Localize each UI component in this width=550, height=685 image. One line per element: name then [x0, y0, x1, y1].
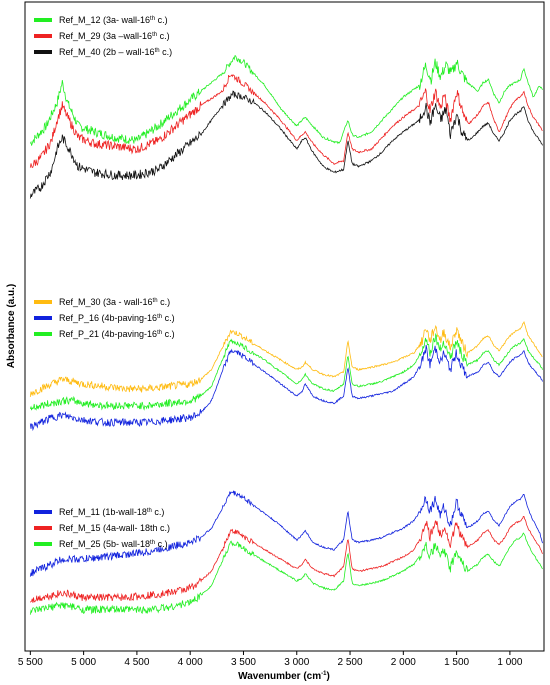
legend-label-p21: Ref_P_21 (4b-paving-16th c.) — [59, 329, 175, 339]
series-line-p21 — [29, 332, 543, 411]
x-tick-label: 5 000 — [71, 657, 96, 668]
x-axis-ticks: 5 500 5 000 4 500 4 000 3 500 3 000 2 500 2 000… — [18, 651, 523, 668]
legend-layer: Ref_M_12 (3a- wall-16th c.) Ref_M_29 (3a … — [34, 15, 175, 549]
x-tick-label: 2 500 — [338, 657, 363, 668]
y-axis-title: Absorbance (a.u.) — [6, 284, 17, 368]
legend-label-m12: Ref_M_12 (3a- wall-16th c.) — [59, 15, 168, 25]
series-line-m29 — [29, 73, 543, 169]
x-tick-label: 1 000 — [497, 657, 522, 668]
x-tick-label: 3 500 — [231, 657, 256, 668]
x-tick-label: 5 500 — [18, 657, 43, 668]
x-tick-label: 1 500 — [444, 657, 469, 668]
x-axis-title: Wavenumber (cm-1) — [238, 671, 330, 682]
plot-frame — [24, 1, 545, 652]
series-layer — [29, 55, 543, 615]
legend-label-m15: Ref_M_15 (4a-wall- 18th c.) — [59, 523, 170, 533]
legend-label-m11: Ref_M_11 (1b-wall-18th c.) — [59, 507, 164, 517]
x-tick-label: 3 000 — [284, 657, 309, 668]
legend-label-p16: Ref_P_16 (4b-paving-16th c.) — [59, 313, 175, 323]
series-line-m40 — [29, 90, 543, 199]
series-line-p16 — [29, 344, 543, 432]
legend-label-m30: Ref_M_30 (3a - wall-16th c.) — [59, 297, 170, 307]
series-line-m25 — [29, 532, 543, 615]
series-line-m12 — [29, 55, 543, 146]
legend-label-m40: Ref_M_40 (2b – wall-16th c.) — [59, 47, 172, 57]
legend-label-m25: Ref_M_25 (5b- wall-18th c.) — [59, 539, 168, 549]
x-tick-label: 4 000 — [178, 657, 203, 668]
x-tick-label: 2 000 — [391, 657, 416, 668]
series-line-m15 — [29, 515, 543, 603]
series-line-m11 — [29, 490, 543, 577]
series-line-m30 — [29, 320, 543, 397]
legend-label-m29: Ref_M_29 (3a –wall-16th c.) — [59, 31, 170, 41]
x-tick-label: 4 500 — [124, 657, 149, 668]
